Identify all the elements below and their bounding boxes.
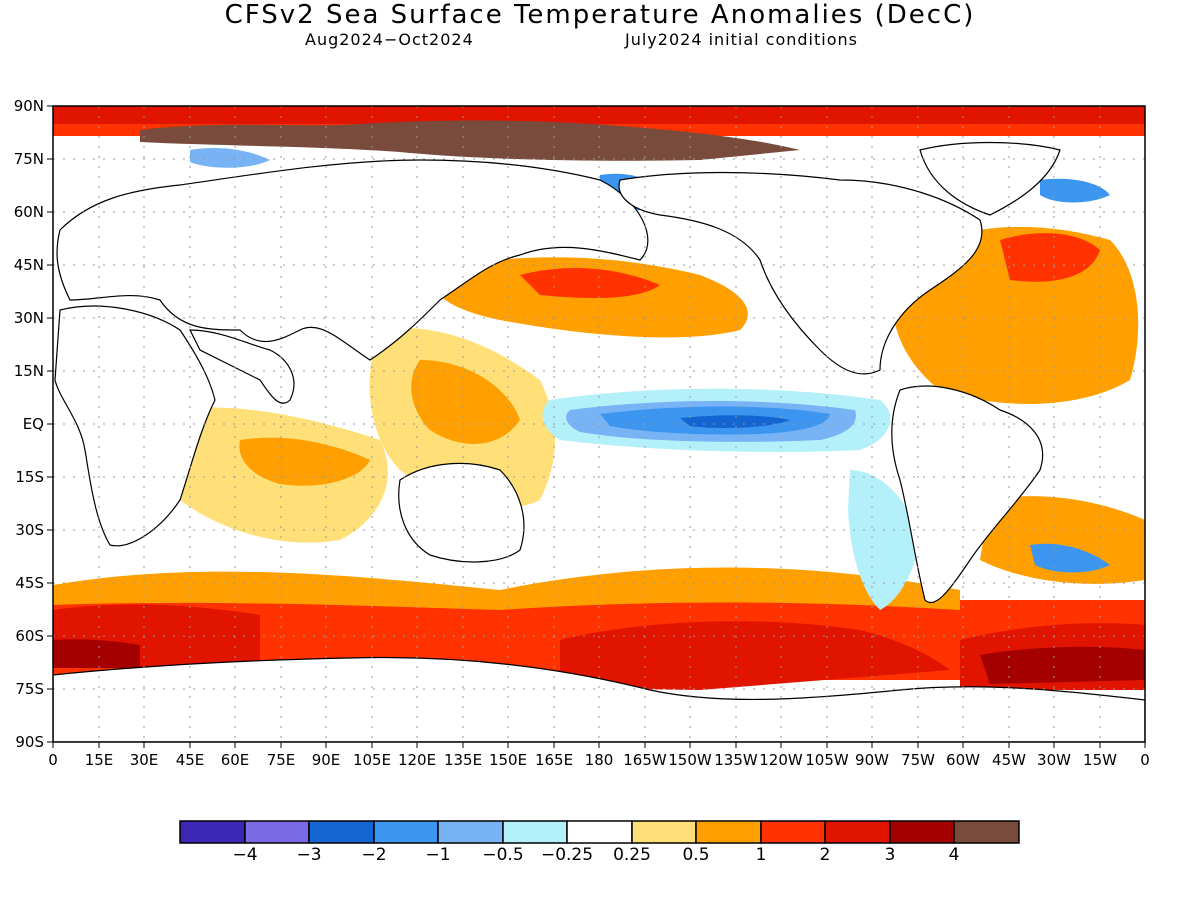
forecast-period: Aug2024−Oct2024 — [305, 30, 474, 49]
lon-label: 105E — [352, 751, 392, 769]
lon-label: 75E — [266, 751, 296, 769]
lat-label: 90S — [15, 733, 44, 751]
lat-label: 75N — [13, 150, 44, 168]
colorbar-swatch — [244, 820, 310, 844]
lon-label: 135E — [443, 751, 483, 769]
australia-outline — [398, 462, 525, 563]
colorbar-swatch — [631, 820, 697, 844]
colorbar-label: 4 — [948, 845, 960, 865]
lon-label: 75W — [901, 751, 935, 769]
map-title: CFSv2 Sea Surface Temperature Anomalies … — [224, 0, 976, 30]
north-america-outline — [618, 171, 983, 375]
lat-label: 15N — [13, 362, 44, 380]
lon-label: 60W — [946, 751, 980, 769]
south-america-outline — [891, 385, 1044, 604]
colorbar-label: 2 — [819, 845, 831, 865]
colorbar-swatch — [760, 820, 826, 844]
axis-ticks — [47, 105, 1146, 748]
lat-label: 45S — [15, 574, 44, 592]
lat-label: 30N — [13, 309, 44, 327]
initial-conditions: July2024 initial conditions — [625, 30, 858, 49]
colorbar-label: −2 — [361, 845, 387, 865]
arabia-india-outline — [189, 329, 295, 404]
lat-label: 75S — [15, 680, 44, 698]
lat-label: 90N — [13, 97, 44, 115]
lat-label: 45N — [13, 256, 44, 274]
lon-label: 120W — [759, 751, 803, 769]
lat-label: 30S — [15, 521, 44, 539]
antarctica-outline — [53, 656, 1145, 742]
colorbar-label: −1 — [425, 845, 451, 865]
lon-label: 135W — [714, 751, 758, 769]
colorbar — [179, 820, 1020, 844]
colorbar-swatch — [373, 820, 439, 844]
colorbar-label: 0.5 — [682, 845, 710, 865]
colorbar-label: 3 — [884, 845, 896, 865]
colorbar-label: −3 — [296, 845, 322, 865]
colorbar-swatch — [953, 820, 1020, 844]
colorbar-label: 0.25 — [613, 845, 651, 865]
colorbar-label: −0.5 — [482, 845, 524, 865]
lon-label: 30E — [129, 751, 159, 769]
colorbar-swatch — [502, 820, 568, 844]
lon-label: 60E — [220, 751, 250, 769]
lon-label: 90W — [855, 751, 889, 769]
lon-label: 0 — [48, 751, 58, 769]
lon-label: 150W — [668, 751, 712, 769]
lon-label: 45E — [175, 751, 205, 769]
colorbar-swatch — [824, 820, 891, 844]
africa-outline — [54, 305, 216, 547]
lat-label: 60N — [13, 203, 44, 221]
lon-label: 105W — [805, 751, 849, 769]
lon-label: 30W — [1037, 751, 1071, 769]
colorbar-swatch — [308, 820, 375, 844]
colorbar-label: −0.25 — [540, 845, 594, 865]
colorbar-swatch — [566, 820, 633, 844]
lat-label: 60S — [15, 627, 44, 645]
lon-label: 15E — [84, 751, 114, 769]
lon-label: 150E — [488, 751, 528, 769]
lon-label: 90E — [311, 751, 341, 769]
colorbar-swatch — [695, 820, 762, 844]
colorbar-label: −4 — [232, 845, 258, 865]
greenland-outline — [919, 141, 1061, 216]
colorbar-swatch — [437, 820, 504, 844]
lon-label: 0 — [1140, 751, 1150, 769]
colorbar-swatch — [889, 820, 955, 844]
lat-label: EQ — [22, 415, 44, 433]
lat-label: 15S — [15, 468, 44, 486]
colorbar-swatch — [179, 820, 246, 844]
lon-label: 180 — [584, 751, 614, 769]
lon-label: 120E — [397, 751, 437, 769]
lon-label: 45W — [992, 751, 1026, 769]
eurasia-outline — [56, 159, 649, 361]
continent-outlines — [53, 141, 1145, 742]
lon-label: 165W — [623, 751, 667, 769]
lon-label: 15W — [1083, 751, 1117, 769]
lon-label: 165E — [534, 751, 574, 769]
gridlines — [53, 106, 1145, 742]
colorbar-label: 1 — [755, 845, 767, 865]
